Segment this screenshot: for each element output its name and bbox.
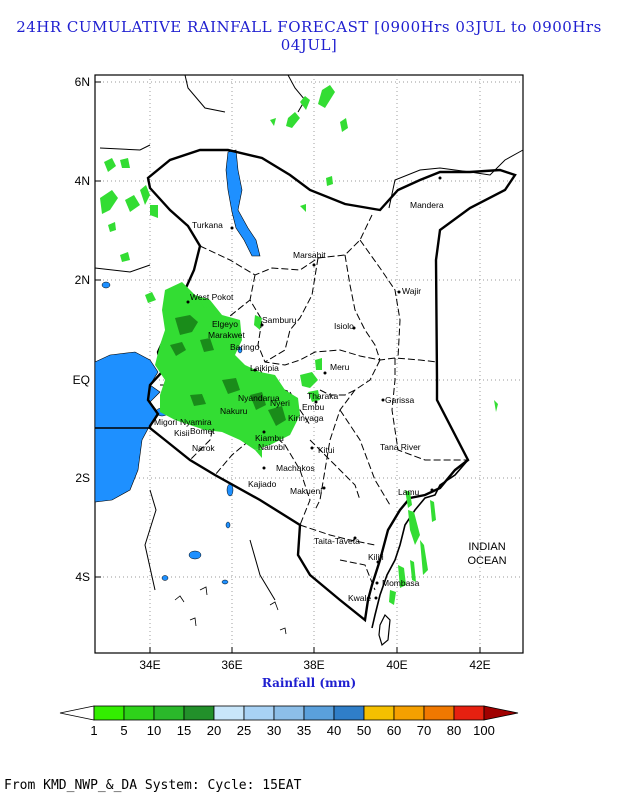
county-label: Tana River bbox=[380, 442, 421, 452]
colorbar-cell bbox=[393, 705, 425, 721]
rainfall-map: 34E 36E 38E 40E 42E 6N 4N 2N EQ 2S 4S IN… bbox=[73, 74, 524, 672]
colorbar-cell bbox=[303, 705, 335, 721]
colorbar-cell bbox=[273, 705, 305, 721]
county-label: Kisii bbox=[174, 428, 190, 438]
minor-outlines bbox=[174, 586, 287, 635]
county-label: Marakwet bbox=[208, 330, 245, 340]
lat-tick-label: 2N bbox=[75, 273, 90, 287]
county-label: Nyamira bbox=[180, 417, 212, 427]
county-label: Nyandarua bbox=[238, 393, 280, 403]
county-dots bbox=[186, 176, 442, 600]
colorbar-over-arrow bbox=[483, 705, 519, 721]
lat-tick-label: 2S bbox=[75, 471, 90, 485]
county-label: Nairobi bbox=[258, 442, 285, 452]
colorbar-cell bbox=[453, 705, 485, 721]
county-label: Kilifi bbox=[368, 552, 384, 562]
county-labels: Mandera Turkana Marsabit Wajir West Poko… bbox=[154, 176, 444, 603]
county-label: Wajir bbox=[402, 286, 421, 296]
county-label: Garissa bbox=[385, 395, 415, 405]
county-label: Isiolo bbox=[334, 321, 354, 331]
colorbar-cell bbox=[243, 705, 275, 721]
county-label: Machakos bbox=[276, 463, 315, 473]
county-label: Turkana bbox=[192, 220, 223, 230]
colorbar-labels: 1 5 10 15 20 25 30 35 40 50 60 70 80 100 bbox=[90, 723, 494, 738]
county-label: Mombasa bbox=[382, 578, 420, 588]
county-label: Samburu bbox=[262, 315, 297, 325]
colorbar: 1 5 10 15 20 25 30 35 40 50 60 70 80 100 bbox=[59, 705, 519, 738]
county-label: Bomet bbox=[190, 426, 215, 436]
lon-tick-labels: 34E 36E 38E 40E 42E bbox=[139, 658, 490, 672]
colorbar-label: 100 bbox=[473, 723, 495, 738]
county-label: Kwale bbox=[348, 593, 371, 603]
county-label: West Pokot bbox=[190, 292, 234, 302]
lake-turkana bbox=[225, 149, 261, 257]
colorbar-cell bbox=[123, 705, 155, 721]
colorbar-label: 70 bbox=[417, 723, 431, 738]
lat-tick-label: 4S bbox=[75, 570, 90, 584]
colorbar-label: 20 bbox=[207, 723, 221, 738]
colorbar-label: 1 bbox=[90, 723, 97, 738]
county-label: Kitui bbox=[318, 445, 335, 455]
lon-tick-label: 36E bbox=[221, 658, 242, 672]
kenya-border bbox=[146, 148, 517, 623]
county-label: Kirinyaga bbox=[288, 413, 324, 423]
lon-tick-label: 42E bbox=[469, 658, 490, 672]
county-label: Taita-Taveta bbox=[314, 536, 360, 546]
county-label: Laikipia bbox=[250, 363, 279, 373]
colorbar-cell bbox=[423, 705, 455, 721]
colorbar-label: 50 bbox=[357, 723, 371, 738]
footer-source: From KMD_NWP_&_DA System: Cycle: 15EAT bbox=[4, 778, 302, 793]
lon-tick-label: 38E bbox=[303, 658, 324, 672]
county-label: Narok bbox=[192, 443, 215, 453]
lat-tick-labels: 6N 4N 2N EQ 2S 4S bbox=[73, 75, 90, 584]
colorbar-cell bbox=[93, 705, 125, 721]
colorbar-under-arrow bbox=[59, 705, 95, 721]
colorbar-cells bbox=[59, 705, 519, 721]
colorbar-label: 30 bbox=[267, 723, 281, 738]
rainfall-areas bbox=[100, 85, 498, 605]
ocean-label-line1: INDIAN bbox=[468, 541, 505, 553]
pemba-island bbox=[378, 613, 391, 647]
colorbar-title: Rainfall (mm) bbox=[261, 676, 357, 690]
county-label: Kajiado bbox=[248, 479, 277, 489]
colorbar-label: 5 bbox=[120, 723, 127, 738]
county-label: Mandera bbox=[410, 200, 444, 210]
colorbar-label: 35 bbox=[297, 723, 311, 738]
colorbar-label: 15 bbox=[177, 723, 191, 738]
ocean-label-line2: OCEAN bbox=[467, 555, 506, 567]
colorbar-label: 80 bbox=[447, 723, 461, 738]
county-label: Tharaka bbox=[307, 391, 338, 401]
county-label: Elgeyo bbox=[212, 319, 238, 329]
county-label: Migori bbox=[154, 417, 177, 427]
colorbar-label: 25 bbox=[237, 723, 251, 738]
lat-tick-label: 6N bbox=[75, 75, 90, 89]
county-label: Kiambu bbox=[255, 433, 284, 443]
coast-line bbox=[371, 459, 469, 629]
colorbar-cell bbox=[333, 705, 365, 721]
colorbar-cell bbox=[153, 705, 185, 721]
county-label: Marsabit bbox=[293, 250, 326, 260]
lon-tick-label: 34E bbox=[139, 658, 160, 672]
county-label: Lamu bbox=[398, 487, 420, 497]
county-label: Meru bbox=[330, 362, 350, 372]
lat-tick-label: EQ bbox=[73, 373, 90, 387]
colorbar-label: 40 bbox=[327, 723, 341, 738]
lon-tick-label: 40E bbox=[386, 658, 407, 672]
county-label: Baringo bbox=[230, 342, 260, 352]
chart-title: 24HR CUMULATIVE RAINFALL FORECAST [0900H… bbox=[16, 18, 602, 54]
regional-boundaries bbox=[94, 74, 524, 601]
county-label: Embu bbox=[302, 402, 324, 412]
county-label: Nakuru bbox=[220, 406, 248, 416]
colorbar-cell bbox=[213, 705, 245, 721]
county-label: Makueni bbox=[290, 486, 322, 496]
colorbar-cell bbox=[183, 705, 215, 721]
colorbar-label: 60 bbox=[387, 723, 401, 738]
colorbar-cell bbox=[363, 705, 395, 721]
lat-tick-label: 4N bbox=[75, 174, 90, 188]
county-label: Nyeri bbox=[270, 398, 290, 408]
colorbar-label: 10 bbox=[147, 723, 161, 738]
